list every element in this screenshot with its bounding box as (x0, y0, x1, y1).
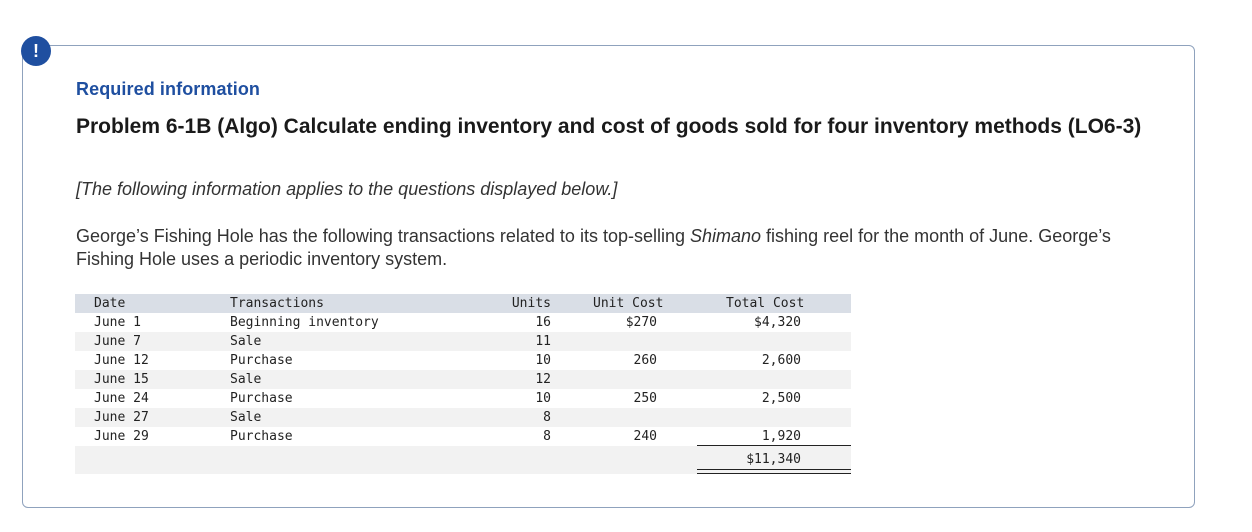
table-row: June 24 Purchase 10 250 2,500 (75, 389, 851, 408)
row-units: 10 (535, 353, 551, 368)
table-row: June 1 Beginning inventory 16 $270 $4,32… (75, 313, 851, 332)
description-brand: Shimano (690, 226, 762, 246)
required-information-heading: Required information (76, 79, 261, 99)
row-transaction: Beginning inventory (230, 315, 379, 330)
row-transaction: Sale (230, 372, 262, 387)
problem-description: George’s Fishing Hole has the following … (76, 225, 1166, 271)
header-date: Date (94, 296, 126, 311)
row-transaction: Purchase (230, 391, 293, 406)
row-units: 12 (535, 372, 551, 387)
row-total-cost: 2,500 (761, 391, 801, 406)
row-date: June 15 (94, 372, 149, 387)
row-transaction: Purchase (230, 429, 293, 444)
table-header-row: Date Transactions Units Unit Cost Total … (75, 294, 851, 313)
header-transactions: Transactions (230, 296, 324, 311)
row-total-cost: 1,920 (761, 429, 801, 444)
row-date: June 29 (94, 429, 149, 444)
table-total-row: $11,340 (75, 446, 851, 474)
table-row: June 29 Purchase 8 240 1,920 (75, 427, 851, 446)
row-date: June 24 (94, 391, 149, 406)
alert-icon: ! (21, 36, 51, 66)
inventory-table: Date Transactions Units Unit Cost Total … (75, 294, 851, 474)
description-part2: fishing reel for the month of June. Geor… (76, 226, 1111, 269)
row-transaction: Purchase (230, 353, 293, 368)
table-row: June 27 Sale 8 (75, 408, 851, 427)
subtotal-underline (697, 445, 851, 446)
row-date: June 7 (94, 334, 141, 349)
description-part1: George’s Fishing Hole has the following … (76, 226, 690, 246)
problem-title: Problem 6-1B (Algo) Calculate ending inv… (76, 115, 1142, 138)
header-units: Units (511, 296, 551, 311)
header-total-cost: Total Cost (726, 296, 805, 311)
row-unit-cost: 240 (633, 429, 657, 444)
table-row: June 12 Purchase 10 260 2,600 (75, 351, 851, 370)
row-transaction: Sale (230, 334, 262, 349)
table-row: June 7 Sale 11 (75, 332, 851, 351)
grand-total-cost: $11,340 (746, 452, 801, 467)
grand-total-double-underline (697, 469, 851, 474)
row-date: June 12 (94, 353, 149, 368)
row-transaction: Sale (230, 410, 262, 425)
row-total-cost: 2,600 (761, 353, 801, 368)
applies-note: [The following information applies to th… (76, 179, 618, 199)
row-unit-cost: 260 (633, 353, 657, 368)
row-date: June 1 (94, 315, 141, 330)
table-row: June 15 Sale 12 (75, 370, 851, 389)
row-total-cost: $4,320 (754, 315, 801, 330)
row-units: 8 (543, 410, 551, 425)
row-units: 11 (535, 334, 551, 349)
header-unit-cost: Unit Cost (593, 296, 664, 311)
row-date: June 27 (94, 410, 149, 425)
row-unit-cost: $270 (625, 315, 657, 330)
row-unit-cost: 250 (633, 391, 657, 406)
required-info-card: Required information Problem 6-1B (Algo)… (22, 45, 1195, 508)
row-units: 16 (535, 315, 551, 330)
row-units: 8 (543, 429, 551, 444)
row-units: 10 (535, 391, 551, 406)
